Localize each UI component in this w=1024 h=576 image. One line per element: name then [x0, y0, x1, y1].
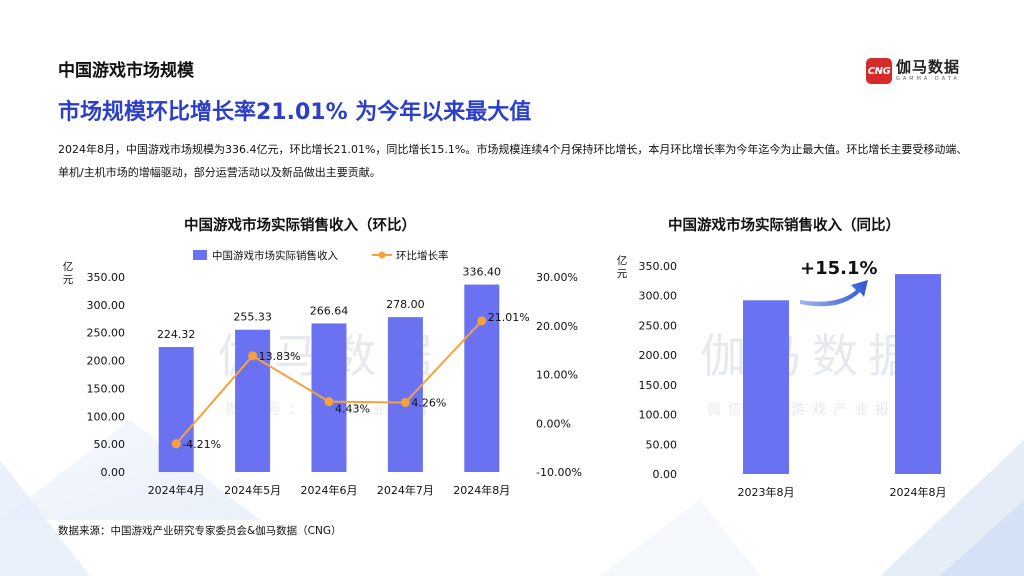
right-tick-label: -10.00%	[536, 466, 582, 479]
chart-title-mom: 中国游戏市场实际销售收入（环比）	[184, 218, 416, 234]
logo: CNG 伽马数据 GAMMA DATA	[866, 58, 960, 84]
growth-rate-label: 4.26%	[411, 396, 446, 409]
legend: 中国游戏市场实际销售收入 环比增长率	[193, 249, 449, 262]
watermark-sub-1: 微信号：游戏产业报告	[707, 402, 917, 418]
right-tick-label: 10.00%	[536, 369, 578, 382]
left-tick-label: 350.00	[639, 260, 678, 273]
logo-mark: CNG	[866, 58, 892, 84]
legend-line-label: 环比增长率	[396, 249, 449, 262]
growth-rate-point	[324, 397, 334, 407]
growth-rate-point	[171, 439, 181, 449]
right-tick-label: 20.00%	[536, 320, 578, 333]
bar-value-label: 255.33	[233, 311, 272, 324]
y-axis-label-char: 元	[617, 268, 628, 280]
left-tick-label: 0.00	[101, 466, 126, 479]
yoy-growth-annotation: +15.1%	[800, 258, 878, 279]
watermark-main-1: 伽马数据	[700, 329, 924, 383]
bar-value-label: 266.64	[310, 304, 349, 317]
left-tick-label: 100.00	[639, 409, 678, 422]
right-tick-label: 30.00%	[536, 271, 578, 284]
x-tick-label: 2023年8月	[738, 485, 795, 499]
logo-name: 伽马数据	[896, 58, 961, 76]
x-tick-label: 2024年5月	[224, 483, 281, 497]
section-title: 中国游戏市场规模	[58, 61, 194, 81]
growth-rate-label: 4.43%	[335, 403, 370, 416]
headline: 市场规模环比增长率21.01% 为今年以来最大值	[58, 100, 532, 125]
growth-rate-point	[400, 397, 410, 407]
logo-subtitle: GAMMA DATA	[896, 76, 960, 82]
left-tick-label: 350.00	[87, 271, 126, 284]
x-tick-label: 2024年8月	[890, 485, 947, 499]
growth-rate-point	[477, 316, 487, 326]
left-tick-label: 150.00	[87, 382, 126, 395]
summary-paragraph: 2024年8月，中国游戏市场规模为336.4亿元，环比增长21.01%，同比增长…	[58, 143, 968, 179]
yoy-bar-1	[743, 300, 789, 474]
left-tick-label: 200.00	[639, 349, 678, 362]
growth-rate-label: -4.21%	[182, 438, 221, 451]
legend-line-marker	[378, 251, 386, 259]
x-tick-label: 2024年6月	[301, 483, 358, 497]
left-tick-label: 300.00	[639, 290, 678, 303]
left-tick-label: 50.00	[646, 438, 678, 451]
bar-5	[464, 284, 500, 472]
left-tick-label: 150.00	[639, 379, 678, 392]
right-tick-label: 0.00%	[536, 417, 571, 430]
bar-value-label: 224.32	[157, 328, 196, 341]
yoy-bar-2	[895, 274, 941, 474]
bar-value-label: 278.00	[386, 298, 425, 311]
y-axis-label-char: 元	[63, 274, 74, 286]
x-tick-label: 2024年7月	[377, 483, 434, 497]
bar-1	[158, 347, 194, 472]
data-source: 数据来源：中国游戏产业研究专家委员会&伽马数据（CNG）	[58, 525, 342, 537]
left-tick-label: 250.00	[87, 327, 126, 340]
legend-bar-swatch	[193, 250, 207, 260]
bar-value-label: 336.40	[463, 266, 502, 279]
left-tick-label: 100.00	[87, 410, 126, 423]
legend-bar-label: 中国游戏市场实际销售收入	[212, 249, 338, 262]
growth-rate-label: 13.83%	[259, 350, 301, 363]
left-tick-label: 250.00	[639, 319, 678, 332]
bar-4	[387, 317, 423, 472]
x-tick-label: 2024年4月	[148, 483, 205, 497]
growth-arrow-icon	[800, 280, 868, 307]
growth-rate-point	[248, 351, 258, 361]
x-tick-label: 2024年8月	[453, 483, 510, 497]
left-tick-label: 200.00	[87, 355, 126, 368]
left-tick-label: 0.00	[653, 468, 678, 481]
growth-rate-label: 21.01%	[488, 311, 530, 324]
chart-title-yoy: 中国游戏市场实际销售收入（同比）	[668, 218, 900, 234]
y-axis-label-char: 亿	[63, 260, 74, 273]
y-axis-label-char: 亿	[617, 254, 628, 267]
left-tick-label: 50.00	[94, 438, 126, 451]
left-tick-label: 300.00	[87, 299, 126, 312]
